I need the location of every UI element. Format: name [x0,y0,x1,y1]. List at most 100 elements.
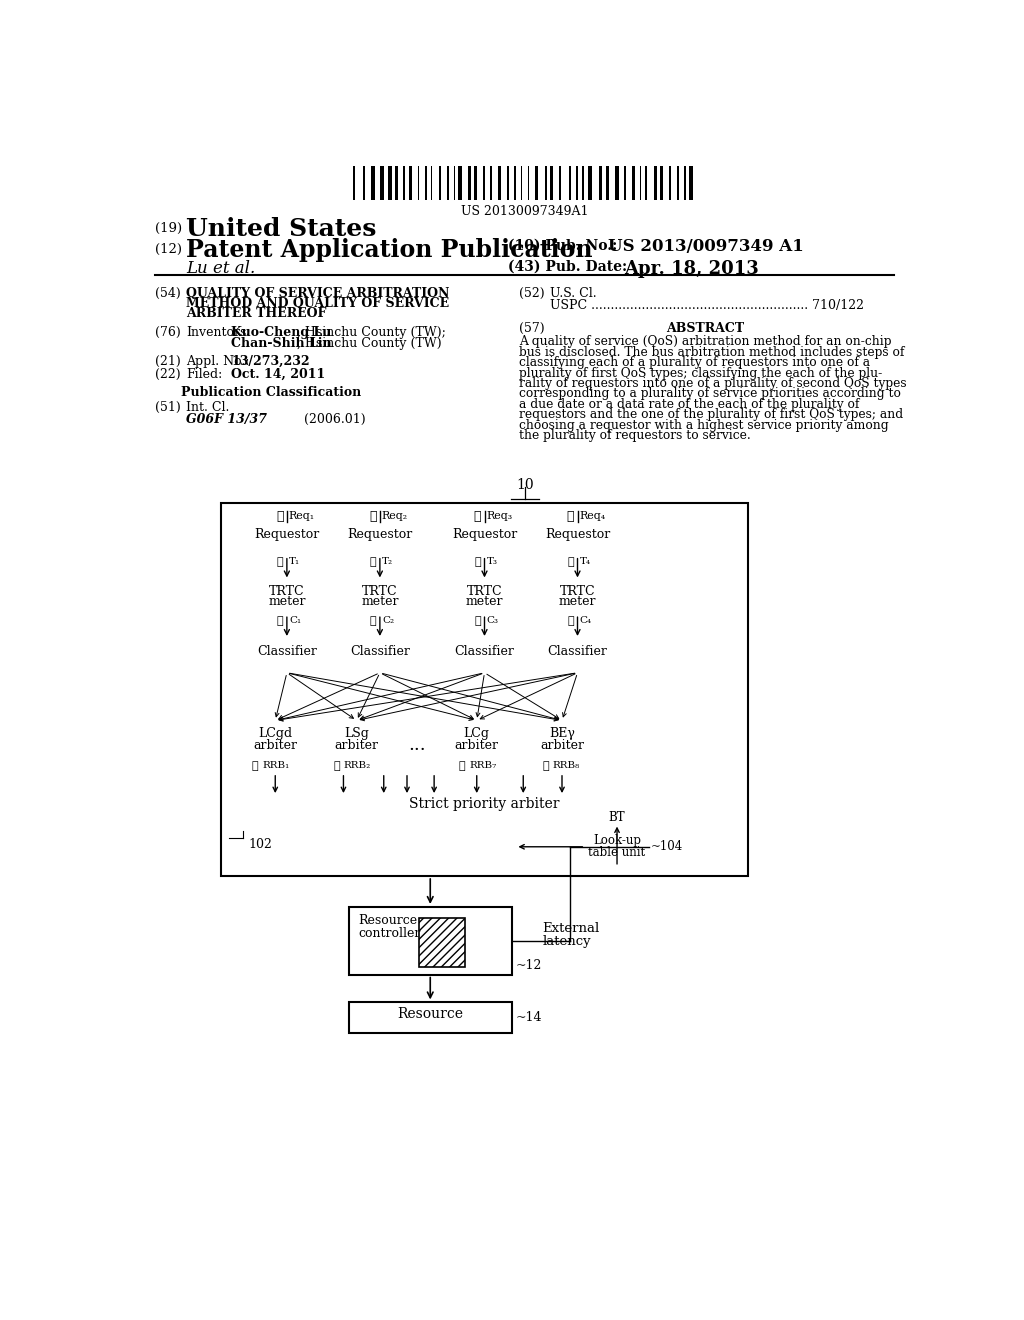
Text: RRB₂: RRB₂ [343,760,371,770]
Text: Classifier: Classifier [350,645,410,659]
Bar [499,166,501,199]
Text: Patent Application Publication: Patent Application Publication [186,239,593,263]
Bar [380,166,384,199]
Text: requestors and the one of the plurality of first QoS types; and: requestors and the one of the plurality … [519,408,903,421]
Text: 13/273,232: 13/273,232 [231,355,309,368]
Bar [678,166,679,199]
Text: ABSTRACT: ABSTRACT [667,322,744,335]
Bar [403,166,404,199]
Text: Classifier: Classifier [257,645,316,659]
Text: ⌣: ⌣ [567,557,574,568]
Text: Inventors:: Inventors: [186,326,251,339]
Text: Classifier: Classifier [455,645,514,659]
Text: (43) Pub. Date:: (43) Pub. Date: [508,260,627,275]
Text: TRTC: TRTC [467,585,503,598]
Text: BEγ: BEγ [549,727,574,741]
Bar [425,166,427,199]
Text: (51): (51) [155,401,181,414]
Text: Strict priority arbiter: Strict priority arbiter [410,797,560,812]
Text: table unit: table unit [589,846,645,859]
Text: Resource: Resource [397,1007,463,1020]
Text: T₃: T₃ [486,557,498,566]
Text: Req₂: Req₂ [381,511,408,521]
Bar [689,166,693,199]
Text: T₁: T₁ [289,557,300,566]
Text: USPC ........................................................ 710/122: USPC ...................................… [550,298,864,312]
Bar [586,826,649,867]
Text: meter: meter [559,595,596,609]
Bar [458,166,462,199]
Text: External: External [543,923,600,936]
Bar [632,166,635,199]
Bar [521,166,522,199]
Bar [545,166,547,199]
Text: classifying each of a plurality of requestors into one of a: classifying each of a plurality of reque… [519,356,870,370]
Text: RRB₁: RRB₁ [262,760,290,770]
Text: plurality of first QoS types; classifying the each of the plu-: plurality of first QoS types; classifyin… [519,367,883,380]
Text: 102: 102 [248,838,272,850]
Text: (76): (76) [155,326,181,339]
Text: Appl. No.:: Appl. No.: [186,355,250,368]
Bar [251,581,324,614]
Text: Chan-Shih Lin: Chan-Shih Lin [231,337,332,350]
Text: C₄: C₄ [580,615,592,624]
Text: arbiter: arbiter [540,739,584,751]
Text: ARBITER THEREOF: ARBITER THEREOF [186,308,327,319]
Text: , Hsinchu County (TW): , Hsinchu County (TW) [297,337,441,350]
Text: ⌣: ⌣ [474,615,481,626]
Bar [343,639,417,673]
Text: (21): (21) [155,355,181,368]
Text: Filed:: Filed: [186,368,222,381]
Text: Lu et al.: Lu et al. [186,260,255,277]
Bar [615,166,618,199]
Bar [640,166,641,199]
Text: Int. Cl.: Int. Cl. [186,401,229,414]
Text: ⌣: ⌣ [543,760,549,771]
Bar [349,907,512,974]
Text: meter: meter [268,595,305,609]
Bar [343,521,417,556]
Text: RRB₈: RRB₈ [553,760,580,770]
Text: arbiter: arbiter [335,739,379,751]
Bar [645,166,647,199]
Text: Requestor: Requestor [545,528,610,541]
Bar [541,521,614,556]
Text: ⌣: ⌣ [370,615,377,626]
Bar [569,166,571,199]
Bar [535,166,538,199]
Bar [474,166,477,199]
Text: Oct. 14, 2011: Oct. 14, 2011 [231,368,326,381]
Text: ⌣: ⌣ [276,557,284,568]
Bar [507,166,509,199]
Bar [606,166,609,199]
Text: G06F 13/37: G06F 13/37 [186,412,267,425]
Text: a due date or a data rate of the each of the plurality of: a due date or a data rate of the each of… [519,397,860,411]
Text: ⌣: ⌣ [566,510,574,523]
Text: Apr. 18, 2013: Apr. 18, 2013 [624,260,759,279]
Text: arbiter: arbiter [455,739,499,751]
Bar [575,166,579,199]
Text: RRB₇: RRB₇ [469,760,497,770]
Text: ⌣: ⌣ [474,510,481,523]
Text: (52): (52) [519,286,545,300]
Text: METHOD AND QUALITY OF SERVICE: METHOD AND QUALITY OF SERVICE [186,297,450,310]
Text: arbiter: arbiter [253,739,297,751]
Text: U.S. Cl.: U.S. Cl. [550,286,597,300]
Text: Requestor: Requestor [254,528,319,541]
Bar [589,166,592,199]
Text: TRTC: TRTC [269,585,305,598]
Bar [372,166,375,199]
Bar [445,721,509,759]
Bar [449,521,521,556]
Text: 10: 10 [516,478,534,492]
Bar [419,917,465,966]
Text: (54): (54) [155,286,181,300]
Text: US 2013/0097349 A1: US 2013/0097349 A1 [608,239,804,256]
Text: BT: BT [608,810,626,824]
Bar [559,166,561,199]
Bar [654,166,656,199]
Text: ...: ... [409,737,426,754]
Text: T₄: T₄ [580,557,591,566]
Bar [449,581,521,614]
Bar [541,581,614,614]
